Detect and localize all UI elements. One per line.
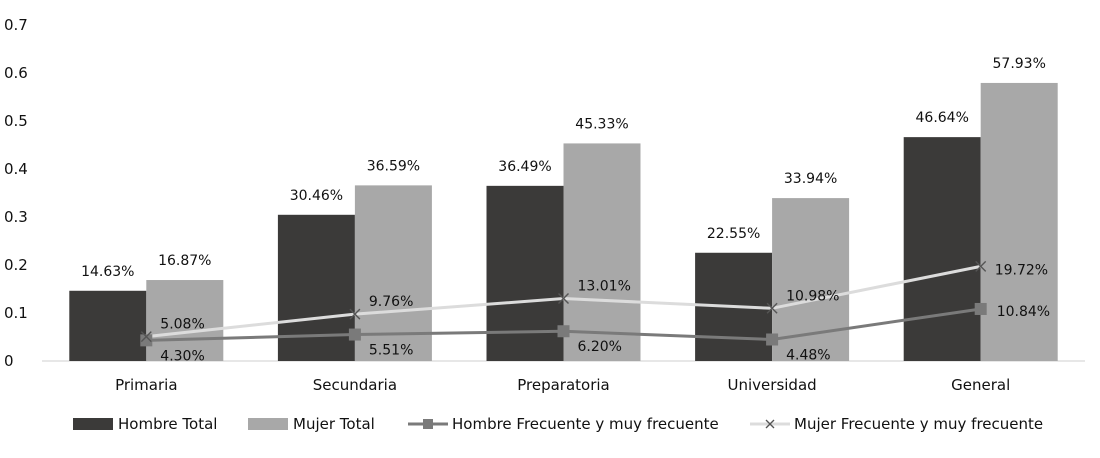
marker-hombre-frecuente [557,325,570,338]
marker-mujer-frecuente [140,331,152,343]
marker-hombre-frecuente [348,328,361,341]
legend-item: Mujer Frecuente y muy frecuente [750,415,1043,433]
legend-label: Mujer Frecuente y muy frecuente [794,415,1043,433]
bar-data-label: 16.87% [158,253,211,269]
legend-label: Mujer Total [293,415,375,433]
x-category-label: Primaria [115,376,177,394]
legend-item: Hombre Frecuente y muy frecuente [408,415,719,433]
bar-data-label: 30.46% [290,188,343,204]
y-tick-label: 0.4 [4,160,28,178]
bar-mujer-total [563,143,641,361]
bar-data-label: 45.33% [575,116,628,132]
x-axis-categories: Primaria Secundaria Preparatoria Universida… [115,376,1010,394]
y-tick-label: 0.5 [4,112,28,130]
marker-mujer-frecuente [975,260,987,272]
marker-hombre-frecuente [974,302,987,315]
bar-data-label: 57.93% [993,56,1046,72]
y-tick-label: 0.3 [4,208,28,226]
x-category-label: Universidad [728,376,817,394]
marker-mujer-frecuente [558,293,569,305]
line-data-label-hombre: 4.48% [786,347,830,363]
legend-item: Hombre Total [73,415,217,433]
x-category-label: Preparatoria [517,376,610,394]
bar-hombre-total [903,137,981,361]
marker-hombre-frecuente [140,334,153,347]
bar-data-label: 33.94% [784,171,837,187]
bar-hombre-total [69,290,147,361]
line-data-label-mujer: 13.01% [578,279,631,295]
marker-hombre-frecuente [766,333,779,346]
lines-layer [140,260,987,347]
data-labels-layer: 14.63% 30.46% 36.49% 22.55% 46.64% 16.87% 36.5… [81,56,1050,364]
y-tick-label: 0 [4,352,14,370]
line-data-label-mujer: 5.08% [160,317,204,333]
y-tick-label: 0.2 [4,256,28,274]
marker-mujer-frecuente [766,302,778,314]
x-category-label: Secundaria [313,376,397,394]
bar-mujer-total [354,185,432,361]
y-tick-label: 0.7 [4,16,28,34]
line-data-label-mujer: 9.76% [369,294,413,310]
x-category-label: General [951,376,1010,394]
marker-mujer-frecuente [349,308,361,320]
legend-swatch [248,418,288,430]
bar-data-label: 46.64% [916,110,969,126]
bar-data-label: 36.59% [367,158,420,174]
y-tick-label: 0.6 [4,64,28,82]
bar-mujer-total [980,82,1058,361]
line-data-label-hombre: 10.84% [997,304,1050,320]
bar-hombre-total [277,214,355,361]
legend-label: Hombre Frecuente y muy frecuente [452,415,719,433]
line-data-label-hombre: 4.30% [160,348,204,364]
bar-hombre-total [486,185,564,361]
legend-item: Mujer Total [248,415,375,433]
legend-swatch [73,418,113,430]
legend: Hombre Total Mujer Total Hombre Frecuente … [73,415,1043,433]
line-data-label-hombre: 6.20% [578,339,622,355]
line-data-label-hombre: 5.51% [369,343,413,359]
y-tick-label: 0.1 [4,304,28,322]
bar-data-label: 36.49% [498,159,551,175]
bar-mujer-total [146,280,224,361]
legend-label: Hombre Total [118,415,217,433]
bar-data-label: 22.55% [707,226,760,242]
line-data-label-mujer: 19.72% [995,262,1048,278]
bar-data-label: 14.63% [81,264,134,280]
line-data-label-mujer: 10.98% [786,288,839,304]
